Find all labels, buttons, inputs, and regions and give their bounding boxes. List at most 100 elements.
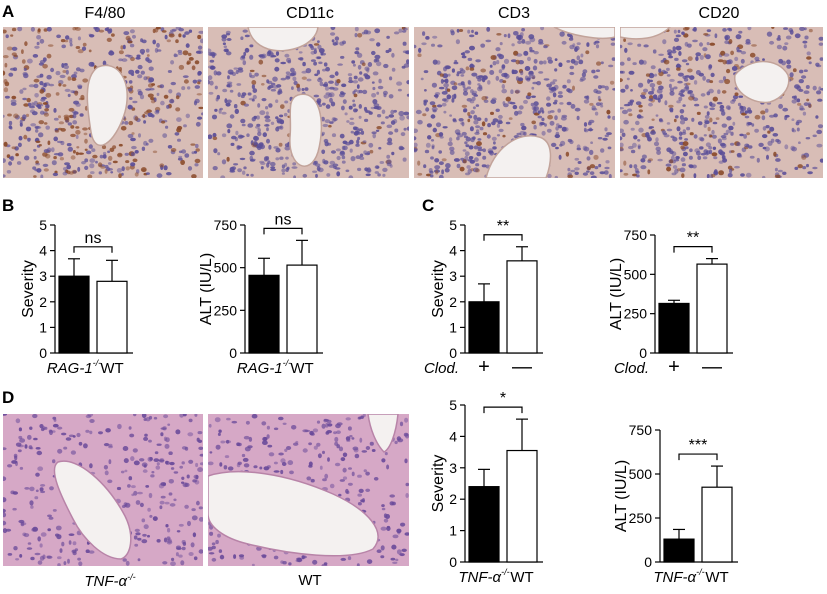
chart-b-alt: 0 250 500 750 ALT (IU/L) ns RAG-1-/- WT xyxy=(200,211,323,377)
chart-c-severity: 0 1 2 3 4 5 Severity ** Clod. + — xyxy=(424,217,543,378)
y-tick-label: 2 xyxy=(39,294,47,310)
category-label: + xyxy=(478,356,490,378)
y-tick-label: 5 xyxy=(449,217,457,233)
y-axis-label: ALT (IU/L) xyxy=(610,258,625,330)
significance-label: ns xyxy=(275,211,292,228)
micrograph-cd20 xyxy=(620,27,823,178)
bar xyxy=(96,280,128,354)
stain-title-cd3: CD3 xyxy=(497,5,530,22)
category-label: TNF-α-/- xyxy=(653,567,704,586)
caption-tnf-wt: WT xyxy=(298,572,322,589)
y-tick-label: 250 xyxy=(629,510,653,526)
y-tick-label: 2 xyxy=(449,491,457,507)
y-tick-label: 0 xyxy=(449,554,457,570)
significance-label: ** xyxy=(687,230,699,247)
vessel-lumen xyxy=(53,460,132,560)
category-label: — xyxy=(512,356,532,378)
category-label: WT xyxy=(100,360,123,377)
category-label: + xyxy=(668,356,680,378)
significance-bracket xyxy=(483,234,523,241)
vessel-lumen xyxy=(208,414,399,557)
y-tick-label: 0 xyxy=(39,345,47,361)
caption-tnf-knockout: TNF-α-/- xyxy=(84,572,136,590)
y-axis-label: ALT (IU/L) xyxy=(200,253,215,325)
vessel-lumen xyxy=(247,27,323,167)
category-label: TNF-α-/- xyxy=(458,567,509,586)
micrograph-tnf-knockout xyxy=(3,414,203,566)
y-axis-label: Severity xyxy=(430,260,447,318)
significance-bracket xyxy=(483,406,523,414)
panel-label-d: D xyxy=(2,388,15,407)
chart-c-alt: 0 250 500 750 ALT (IU/L) ** Clod. + — xyxy=(610,227,733,378)
y-tick-label: 250 xyxy=(214,302,238,318)
bar xyxy=(506,449,538,563)
y-tick-label: 3 xyxy=(449,268,457,284)
category-label: RAG-1-/- xyxy=(47,358,101,377)
bar xyxy=(658,302,690,354)
stain-title-cd11c: CD11c xyxy=(286,5,334,22)
vessel-lumen xyxy=(620,27,790,104)
bar xyxy=(506,260,538,354)
y-tick-label: 2 xyxy=(449,294,457,310)
bar xyxy=(468,486,500,563)
category-label: — xyxy=(702,356,722,378)
y-tick-label: 500 xyxy=(624,266,648,282)
y-tick-label: 0 xyxy=(229,345,237,361)
y-tick-label: 0 xyxy=(639,345,647,361)
significance-label: * xyxy=(500,390,506,407)
y-tick-label: 500 xyxy=(214,260,238,276)
category-label: RAG-1-/- xyxy=(237,358,291,377)
x-axis-prefix: Clod. xyxy=(424,360,459,377)
bar xyxy=(468,301,500,354)
y-tick-label: 750 xyxy=(629,422,653,438)
category-label: WT xyxy=(510,569,533,586)
chart-b-severity: 0 1 2 3 4 5 Severity ns RAG-1-/- WT xyxy=(20,217,133,377)
y-axis-label: Severity xyxy=(430,455,447,513)
bar xyxy=(701,486,733,563)
micrograph-f480 xyxy=(3,27,203,178)
y-tick-label: 750 xyxy=(624,227,648,243)
panel-label-b: B xyxy=(2,196,15,215)
chart-d-severity: 0 1 2 3 4 5 Severity * TNF-α-/- WT xyxy=(430,390,543,586)
y-tick-label: 1 xyxy=(39,319,47,335)
stain-title-cd20: CD20 xyxy=(698,5,740,22)
y-tick-label: 0 xyxy=(644,554,652,570)
bar xyxy=(663,538,695,563)
y-tick-label: 4 xyxy=(39,243,47,259)
bar xyxy=(696,263,728,354)
y-tick-label: 5 xyxy=(449,397,457,413)
category-label: WT xyxy=(705,569,728,586)
y-tick-label: 1 xyxy=(449,523,457,539)
significance-label: ns xyxy=(85,230,102,247)
stain-title-f480: F4/80 xyxy=(84,5,126,22)
chart-d-alt: 0 250 500 750 ALT (IU/L) *** TNF-α-/- WT xyxy=(615,422,738,586)
vessel-lumen xyxy=(485,27,615,178)
x-axis-prefix: Clod. xyxy=(614,360,649,377)
significance-bracket xyxy=(673,246,713,253)
category-label: WT xyxy=(290,360,313,377)
y-tick-label: 4 xyxy=(449,428,457,444)
y-tick-label: 1 xyxy=(449,319,457,335)
significance-label: ** xyxy=(497,218,509,235)
y-axis-label: ALT (IU/L) xyxy=(615,460,630,532)
y-tick-label: 5 xyxy=(39,217,47,233)
micrograph-cd11c xyxy=(208,27,409,178)
bar xyxy=(58,275,90,354)
y-tick-label: 250 xyxy=(624,306,648,322)
micrograph-tnf-wt xyxy=(208,414,409,566)
significance-bracket xyxy=(678,453,718,461)
micrograph-cd3 xyxy=(414,27,615,178)
bar xyxy=(286,264,318,354)
significance-bracket xyxy=(263,227,303,235)
y-tick-label: 0 xyxy=(449,345,457,361)
y-tick-label: 500 xyxy=(629,466,653,482)
y-tick-label: 3 xyxy=(449,460,457,476)
bar xyxy=(248,274,280,354)
panel-label-a: A xyxy=(2,2,15,21)
significance-bracket xyxy=(73,246,113,253)
panel-label-c: C xyxy=(422,196,435,215)
y-axis-label: Severity xyxy=(20,260,37,318)
significance-label: *** xyxy=(689,437,708,454)
y-tick-label: 4 xyxy=(449,243,457,259)
y-tick-label: 750 xyxy=(214,217,238,233)
